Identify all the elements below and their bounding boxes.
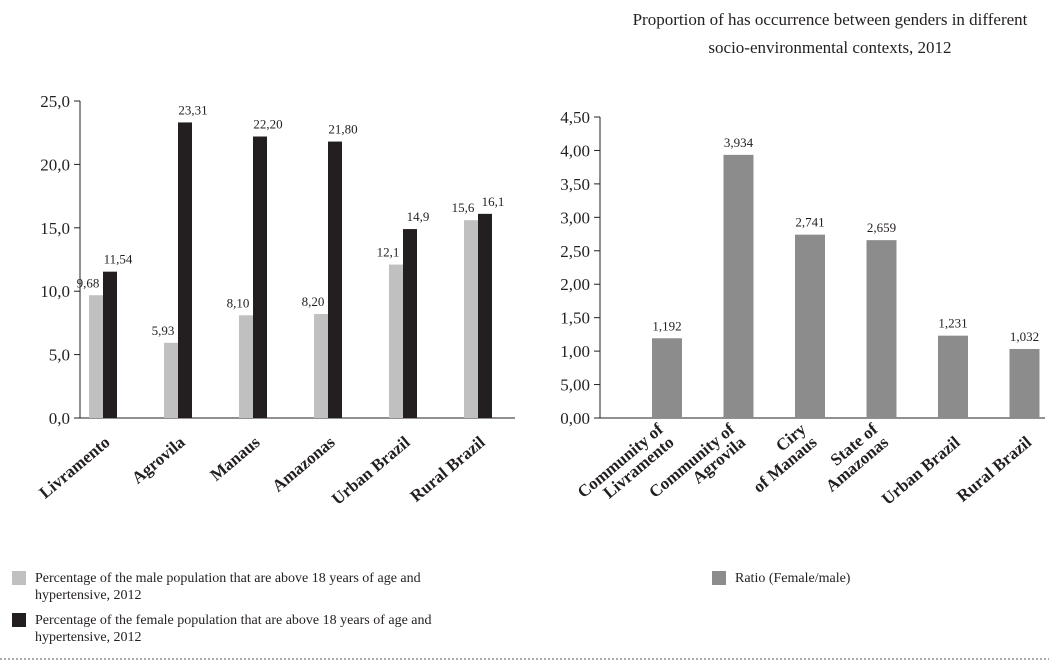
x-tick-label: Rural Brazil <box>407 432 489 505</box>
x-tick-label: Urban Brazil <box>328 432 414 508</box>
x-tick-label: Community ofLivramento <box>574 419 678 514</box>
y-tick-label: 25,0 <box>40 92 70 111</box>
bar <box>164 342 178 418</box>
legend: Ratio (Female/male) <box>712 570 1012 595</box>
x-tick-label-line: Urban Brazil <box>878 432 964 508</box>
x-tick-label-line: Manaus <box>206 432 263 484</box>
bar <box>239 315 253 418</box>
legend-swatch <box>12 613 26 627</box>
data-label: 9,68 <box>77 275 100 290</box>
legend-label: Percentage of the female population that… <box>35 613 432 645</box>
y-tick-label: 4,50 <box>560 108 590 127</box>
x-tick-label: Rural Brazil <box>953 432 1035 505</box>
data-label: 14,9 <box>407 209 430 224</box>
x-tick-label: State ofAmazonas <box>811 419 892 495</box>
data-label: 8,20 <box>302 294 325 309</box>
bar <box>328 141 342 419</box>
bar <box>866 240 897 418</box>
x-tick-label-line: Amazonas <box>268 432 338 495</box>
data-label: 2,659 <box>867 220 896 235</box>
data-label: 16,1 <box>482 194 505 209</box>
bar <box>403 229 417 418</box>
x-tick-label-line: Livramento <box>36 433 114 503</box>
y-tick-label: 15,0 <box>40 219 70 238</box>
legend-item: Percentage of the female population that… <box>12 612 482 646</box>
bar <box>314 314 328 418</box>
bar <box>89 295 103 418</box>
y-tick-label: 3,00 <box>560 208 590 227</box>
x-tick-label: Livramento <box>36 433 114 503</box>
y-tick-label: 10,0 <box>40 282 70 301</box>
legend-item: Ratio (Female/male) <box>712 570 1012 587</box>
legend-swatch <box>12 571 26 585</box>
y-tick-label: 5,0 <box>49 346 70 365</box>
y-tick-label: 1,00 <box>560 342 590 361</box>
legend-item: Percentage of the male population that a… <box>12 570 482 604</box>
x-tick-label: Ciryof Manaus <box>738 419 820 496</box>
data-label: 11,54 <box>104 252 133 267</box>
legend: Percentage of the male population that a… <box>12 570 482 654</box>
bar <box>938 335 968 418</box>
bar <box>723 154 754 418</box>
bar <box>478 213 492 418</box>
bar <box>464 220 478 418</box>
bar <box>1009 348 1040 418</box>
y-tick-label: 5,00 <box>560 376 590 395</box>
x-tick-label-line: Rural Brazil <box>407 432 489 505</box>
y-tick-label: 20,0 <box>40 155 70 174</box>
bar <box>795 234 825 418</box>
bar <box>253 136 267 418</box>
bar <box>178 122 192 418</box>
y-tick-label: 3,50 <box>560 175 590 194</box>
x-tick-label-line: Rural Brazil <box>953 432 1035 505</box>
x-tick-label: Manaus <box>206 432 263 484</box>
y-tick-label: 0,00 <box>560 409 590 428</box>
data-label: 22,20 <box>253 117 282 132</box>
data-label: 2,741 <box>795 215 824 230</box>
legend-label: Ratio (Female/male) <box>735 571 851 586</box>
bar <box>652 338 682 418</box>
chart-title: Proportion of has occurrence between gen… <box>632 10 1028 57</box>
data-label: 1,231 <box>938 316 967 331</box>
x-tick-label: Amazonas <box>268 432 338 495</box>
y-tick-label: 1,50 <box>560 309 590 328</box>
x-tick-label: Agrovila <box>128 432 189 487</box>
legend-label: Percentage of the male population that a… <box>35 571 421 603</box>
legend-swatch <box>712 571 726 585</box>
bar <box>389 264 403 418</box>
data-label: 1,192 <box>652 318 681 333</box>
data-label: 15,6 <box>452 200 475 215</box>
y-tick-label: 0,0 <box>49 409 70 428</box>
data-label: 21,80 <box>328 122 357 137</box>
y-tick-label: 2,50 <box>560 242 590 261</box>
x-tick-label-line: Agrovila <box>128 432 189 487</box>
data-label: 3,934 <box>724 135 754 150</box>
data-label: 23,31 <box>178 102 207 117</box>
bar <box>103 271 117 418</box>
y-tick-label: 4,00 <box>560 141 590 160</box>
x-tick-label-line: Urban Brazil <box>328 432 414 508</box>
data-label: 8,10 <box>227 295 250 310</box>
data-label: 5,93 <box>152 323 175 338</box>
y-tick-label: 2,00 <box>560 275 590 294</box>
data-label: 1,032 <box>1010 329 1039 344</box>
data-label: 12,1 <box>377 245 400 260</box>
x-tick-label: Urban Brazil <box>878 432 964 508</box>
